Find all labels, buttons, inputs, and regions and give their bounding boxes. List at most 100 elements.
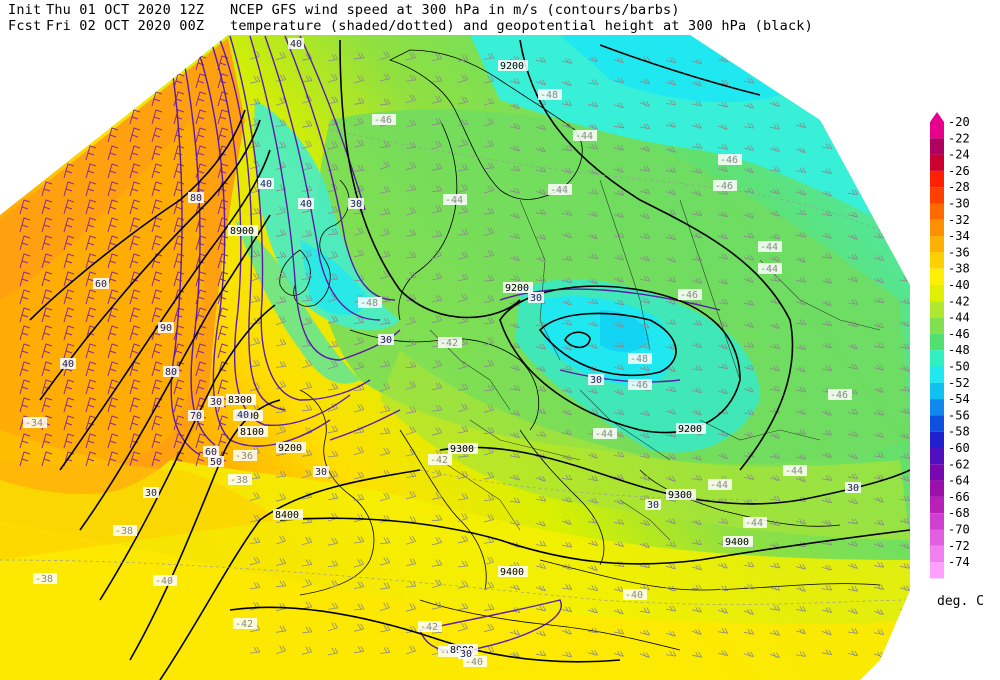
wind-barb (847, 102, 859, 108)
jet-barb (107, 127, 119, 143)
wind-barb (405, 381, 417, 390)
temp-label: -44 (710, 480, 728, 491)
wind-barb (457, 293, 468, 303)
wind-barb (561, 629, 572, 635)
wind-barb (301, 162, 313, 171)
wind-barb (483, 604, 495, 611)
temp-label: -46 (830, 390, 848, 401)
wind-barb (795, 99, 807, 106)
jet-barb (129, 415, 141, 431)
wind-barb (769, 385, 781, 392)
jet-barb (151, 433, 163, 449)
legend-swatch (930, 317, 944, 334)
wind-barb (509, 123, 521, 129)
speed-label: 30 (145, 488, 157, 499)
wind-barb (665, 476, 676, 482)
wind-barb (405, 316, 416, 326)
wind-barb (561, 606, 573, 613)
wind-barb (639, 188, 651, 194)
wind-barb (249, 295, 261, 303)
wind-barb (743, 122, 755, 129)
wind-barb (405, 603, 417, 612)
wind-barb (717, 608, 728, 614)
wind-barb (743, 561, 755, 568)
height-label: 9200 (678, 424, 702, 435)
temp-label: -44 (575, 131, 593, 142)
wind-barb (301, 646, 313, 655)
wind-barb (691, 277, 703, 284)
wind-barb (795, 429, 807, 435)
wind-barb (275, 535, 286, 545)
jet-barb (41, 91, 53, 107)
wind-barb (327, 228, 339, 236)
wind-barb (353, 623, 365, 632)
wind-barb (691, 80, 702, 87)
speed-label: 70 (190, 411, 202, 422)
speed-label: 40 (62, 359, 74, 370)
wind-barb (899, 385, 910, 392)
wind-barb (769, 211, 780, 217)
jet-barb (217, 343, 229, 359)
jet-barb (217, 199, 229, 215)
speed-label: 90 (160, 323, 172, 334)
wind-barb (379, 270, 390, 280)
jet-barb (85, 163, 97, 179)
jet-barb (151, 289, 163, 305)
wind-barb (249, 360, 261, 368)
wind-barb (457, 580, 469, 589)
wind-barb (665, 650, 677, 657)
wind-barb (795, 80, 806, 86)
jet-barb (85, 361, 97, 377)
wind-barb (769, 101, 780, 107)
jet-barb (41, 253, 53, 269)
jet-barb (107, 343, 119, 359)
wind-barb (665, 99, 677, 106)
wind-barb (717, 211, 729, 218)
wind-barb (717, 298, 729, 305)
legend-label: -22 (948, 131, 970, 145)
wind-barb (665, 147, 676, 153)
wind-barb (483, 294, 495, 303)
title-line-2: temperature (shaded/dotted) and geopoten… (230, 18, 813, 34)
jet-barb (151, 91, 163, 107)
jet-barb (107, 199, 119, 215)
wind-barb (535, 256, 546, 263)
wind-barb (873, 255, 885, 261)
wind-barb (561, 474, 573, 481)
wind-barb (431, 118, 443, 126)
jet-barb (217, 91, 229, 107)
jet-barb (151, 217, 163, 233)
wind-barb (249, 492, 260, 501)
jet-barb (173, 55, 185, 71)
wind-barb (431, 163, 443, 171)
wind-barb (457, 184, 468, 193)
legend-swatch (930, 415, 944, 432)
wind-barb (743, 212, 754, 219)
wind-barb (847, 408, 859, 415)
wind-barb (249, 582, 261, 590)
wind-barb (431, 250, 442, 259)
wind-barb (795, 232, 807, 238)
wind-barb (353, 494, 365, 501)
speed-label: 80 (190, 193, 202, 204)
jet-barb (195, 379, 207, 395)
wind-barb (665, 605, 677, 612)
wind-barb (431, 185, 443, 193)
jet-barb (195, 307, 207, 323)
wind-barb (899, 630, 910, 637)
wind-barb (639, 652, 650, 658)
wind-barb (353, 97, 365, 105)
wind-barb (249, 98, 261, 105)
legend-swatch (930, 122, 944, 139)
wind-barb (249, 514, 261, 523)
wind-barb (769, 562, 781, 569)
wind-barb (379, 186, 391, 194)
wind-barb (353, 52, 365, 60)
wind-barb (795, 147, 806, 154)
wind-barb (535, 520, 546, 527)
wind-barb (327, 647, 339, 656)
wind-barb (483, 97, 495, 105)
legend-label: -36 (948, 245, 970, 259)
jet-barb (85, 91, 97, 107)
wind-barb (483, 427, 495, 435)
